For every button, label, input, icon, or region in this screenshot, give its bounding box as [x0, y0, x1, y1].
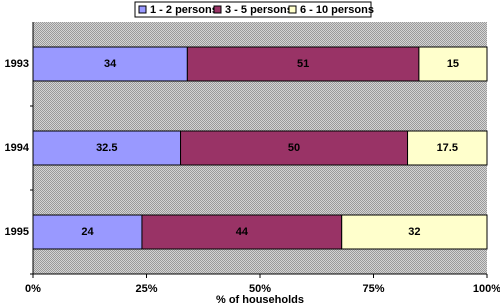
y-tick-label: 1993 [5, 58, 29, 70]
bar-segment [32, 46, 188, 82]
bar-segment [341, 214, 488, 250]
legend-swatch [138, 5, 147, 14]
data-label: 32 [408, 226, 420, 238]
legend-label: 1 - 2 persons [150, 4, 218, 16]
x-tick-label: 50% [249, 283, 271, 295]
x-tick-label: 0% [25, 283, 41, 295]
legend-box [134, 1, 372, 18]
x-tick-label: 100% [473, 283, 500, 295]
legend-swatch [288, 5, 297, 14]
data-label: 50 [288, 142, 300, 154]
data-label: 51 [297, 58, 309, 70]
data-label: 34 [104, 58, 117, 70]
legend-label: 3 - 5 persons [225, 4, 293, 16]
data-label: 15 [447, 58, 459, 70]
y-tick-label: 1995 [5, 226, 29, 238]
data-label: 32.5 [96, 142, 117, 154]
bar-segment [32, 214, 143, 250]
bar-segment [180, 130, 409, 166]
bar-segment [186, 46, 420, 82]
x-tick-label: 25% [135, 283, 157, 295]
y-tick-label: 1994 [5, 142, 30, 154]
bar-segment [418, 46, 488, 82]
data-label: 24 [81, 226, 94, 238]
data-label: 44 [236, 226, 249, 238]
x-tick-label: 75% [362, 283, 384, 295]
x-axis-title: % of households [216, 294, 304, 306]
legend-swatch [213, 5, 222, 14]
bar-segment [407, 130, 488, 166]
legend-label: 6 - 10 persons [300, 4, 374, 16]
data-label: 17.5 [437, 142, 458, 154]
bar-segment [32, 130, 182, 166]
